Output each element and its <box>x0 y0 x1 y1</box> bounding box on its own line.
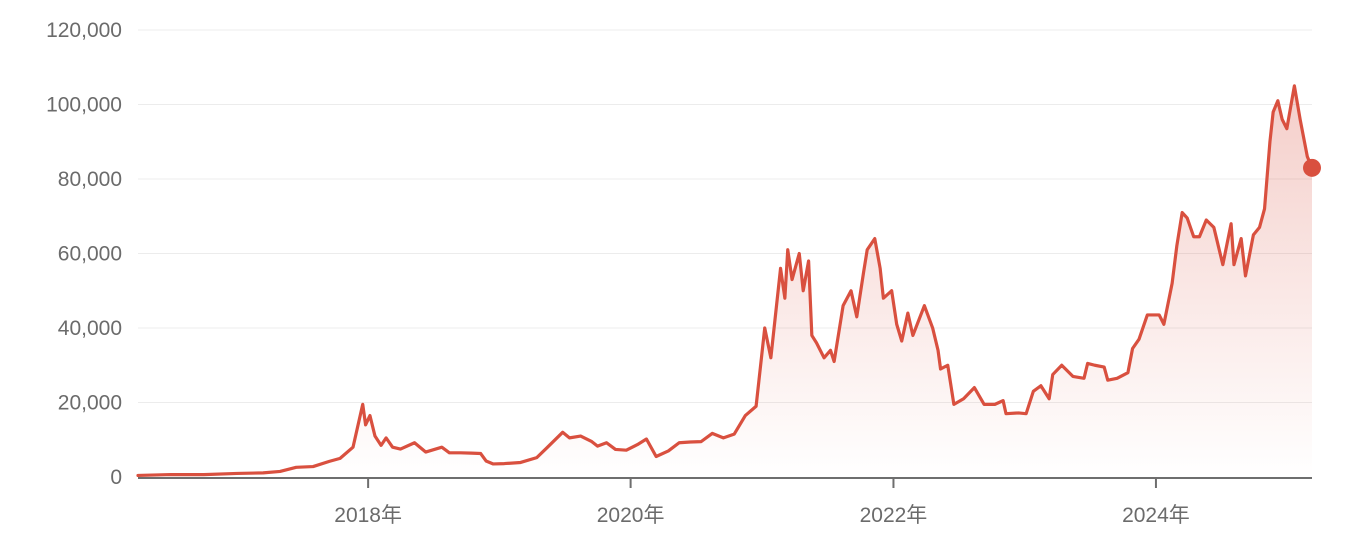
last-value-marker[interactable] <box>1303 158 1321 177</box>
x-tick-label: 2018年 <box>334 504 402 527</box>
y-tick-label: 100,000 <box>46 94 122 117</box>
y-axis-labels: 0 20,000 40,000 60,000 80,000 100,000 120,000 <box>46 19 122 489</box>
x-tick-label: 2022年 <box>860 504 928 527</box>
y-tick-label: 120,000 <box>46 19 122 42</box>
x-tick-label: 2020年 <box>597 504 665 527</box>
x-axis <box>138 477 1312 488</box>
y-tick-label: 60,000 <box>58 243 122 266</box>
series-area <box>138 85 1312 477</box>
area-layer <box>136 84 1314 478</box>
marker-layer <box>1303 158 1321 177</box>
y-tick-label: 20,000 <box>58 392 122 415</box>
series-line <box>136 84 1314 478</box>
y-tick-label: 0 <box>110 466 122 489</box>
x-axis-labels: 2018年 2020年 2022年 2024年 <box>334 504 1190 527</box>
x-tick-label: 2024年 <box>1122 504 1190 527</box>
y-tick-label: 40,000 <box>58 317 122 340</box>
y-tick-label: 80,000 <box>58 168 122 191</box>
